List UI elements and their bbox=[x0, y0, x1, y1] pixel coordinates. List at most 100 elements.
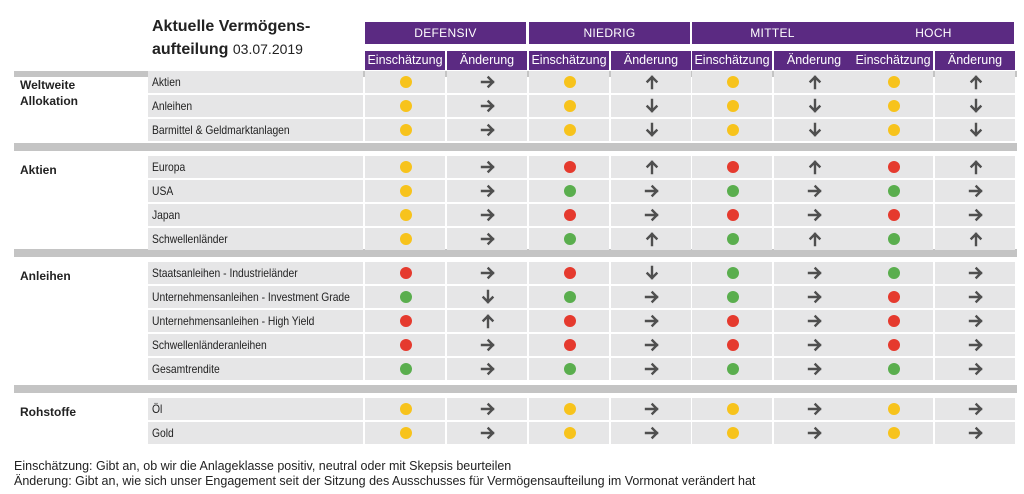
footnote-aenderung: Änderung: Gibt an, wie sich unser Engage… bbox=[14, 474, 756, 488]
rating-dot-green bbox=[563, 185, 576, 197]
title-date: 03.07.2019 bbox=[232, 41, 303, 57]
arrow-right-icon bbox=[644, 314, 659, 328]
arrow-up-icon bbox=[481, 314, 494, 329]
rating-dot-yellow bbox=[563, 427, 576, 439]
arrow-up-icon bbox=[808, 75, 821, 90]
arrow-down-icon bbox=[645, 98, 658, 113]
arrow-right-icon bbox=[480, 75, 495, 89]
rating-dot-red bbox=[887, 339, 900, 351]
rating-dot-green bbox=[399, 291, 412, 303]
arrow-up-icon bbox=[969, 160, 982, 175]
rating-dot-green bbox=[563, 233, 576, 245]
page-title: Aktuelle Vermögens- aufteilung 03.07.201… bbox=[152, 16, 362, 61]
section-label: Aktien bbox=[20, 163, 57, 177]
rating-dot-red bbox=[399, 315, 412, 327]
arrow-right-icon bbox=[644, 338, 659, 352]
arrow-right-icon bbox=[644, 362, 659, 376]
rating-dot-green bbox=[563, 363, 576, 375]
row-label-cell bbox=[148, 310, 363, 332]
arrow-up-icon bbox=[645, 160, 658, 175]
arrow-down-icon bbox=[808, 122, 821, 137]
arrow-right-icon bbox=[968, 266, 983, 280]
arrow-up-icon bbox=[808, 232, 821, 247]
arrow-down-icon bbox=[969, 122, 982, 137]
row-label: Öl bbox=[152, 402, 163, 416]
row-label-cell bbox=[148, 398, 363, 420]
row-label: Schwellenländer bbox=[152, 232, 228, 246]
arrow-down-icon bbox=[481, 289, 494, 304]
row-label-cell bbox=[148, 119, 363, 141]
subcolumn-header-einschaetzung: Einschätzung bbox=[853, 51, 933, 70]
section-label: Rohstoffe bbox=[20, 405, 76, 419]
row-label: Gesamtrendite bbox=[152, 362, 220, 376]
rating-dot-yellow bbox=[399, 161, 412, 173]
arrow-right-icon bbox=[807, 426, 822, 440]
rating-dot-red bbox=[726, 209, 739, 221]
rating-dot-yellow bbox=[726, 76, 739, 88]
row-label: Gold bbox=[152, 426, 174, 440]
rating-dot-yellow bbox=[563, 100, 576, 112]
rating-dot-green bbox=[726, 233, 739, 245]
arrow-right-icon bbox=[480, 160, 495, 174]
arrow-up-icon bbox=[969, 232, 982, 247]
profile-header-hoch: HOCH bbox=[853, 22, 1014, 44]
arrow-down-icon bbox=[645, 265, 658, 280]
rating-dot-yellow bbox=[563, 124, 576, 136]
arrow-right-icon bbox=[807, 314, 822, 328]
rating-dot-yellow bbox=[887, 427, 900, 439]
rating-dot-yellow bbox=[399, 209, 412, 221]
arrow-right-icon bbox=[968, 362, 983, 376]
arrow-up-icon bbox=[645, 75, 658, 90]
rating-dot-yellow bbox=[887, 100, 900, 112]
footnote-einschaetzung: Einschätzung: Gibt an, ob wir die Anlage… bbox=[14, 459, 512, 473]
rating-dot-red bbox=[399, 267, 412, 279]
rating-dot-yellow bbox=[726, 427, 739, 439]
arrow-right-icon bbox=[968, 402, 983, 416]
rating-dot-red bbox=[887, 315, 900, 327]
row-label: USA bbox=[152, 184, 174, 198]
rating-dot-red bbox=[887, 209, 900, 221]
arrow-up-icon bbox=[808, 160, 821, 175]
rating-dot-red bbox=[726, 161, 739, 173]
rating-dot-red bbox=[887, 161, 900, 173]
section-separator bbox=[14, 143, 1017, 151]
arrow-right-icon bbox=[480, 232, 495, 246]
rating-dot-yellow bbox=[399, 124, 412, 136]
rating-dot-yellow bbox=[399, 427, 412, 439]
subcolumn-header-einschaetzung: Einschätzung bbox=[692, 51, 772, 70]
row-label-cell bbox=[148, 71, 363, 93]
arrow-right-icon bbox=[807, 266, 822, 280]
rating-dot-green bbox=[887, 363, 900, 375]
arrow-right-icon bbox=[968, 208, 983, 222]
rating-dot-red bbox=[563, 267, 576, 279]
arrow-right-icon bbox=[480, 208, 495, 222]
row-label: Japan bbox=[152, 208, 181, 222]
arrow-right-icon bbox=[644, 184, 659, 198]
arrow-right-icon bbox=[807, 184, 822, 198]
row-label-cell bbox=[148, 358, 363, 380]
section-label: Anleihen bbox=[20, 269, 71, 283]
arrow-down-icon bbox=[969, 98, 982, 113]
rating-dot-yellow bbox=[563, 76, 576, 88]
arrow-right-icon bbox=[644, 426, 659, 440]
rating-dot-green bbox=[887, 267, 900, 279]
row-label: Anleihen bbox=[152, 99, 193, 113]
rating-dot-yellow bbox=[399, 233, 412, 245]
rating-dot-yellow bbox=[726, 124, 739, 136]
arrow-down-icon bbox=[808, 98, 821, 113]
arrow-right-icon bbox=[480, 426, 495, 440]
row-label-cell bbox=[148, 156, 363, 178]
arrow-right-icon bbox=[480, 184, 495, 198]
row-label: Staatsanleihen - Industrieländer bbox=[152, 266, 298, 280]
arrow-up-icon bbox=[645, 232, 658, 247]
arrow-right-icon bbox=[480, 123, 495, 137]
arrow-right-icon bbox=[480, 338, 495, 352]
rating-dot-red bbox=[726, 339, 739, 351]
rating-dot-green bbox=[887, 233, 900, 245]
profile-header-mittel: MITTEL bbox=[692, 22, 853, 44]
row-label: Schwellenländeranleihen bbox=[152, 338, 267, 352]
rating-dot-yellow bbox=[399, 76, 412, 88]
row-label: Unternehmensanleihen - High Yield bbox=[152, 314, 315, 328]
subcolumn-header-einschaetzung: Einschätzung bbox=[529, 51, 609, 70]
rating-dot-yellow bbox=[887, 76, 900, 88]
